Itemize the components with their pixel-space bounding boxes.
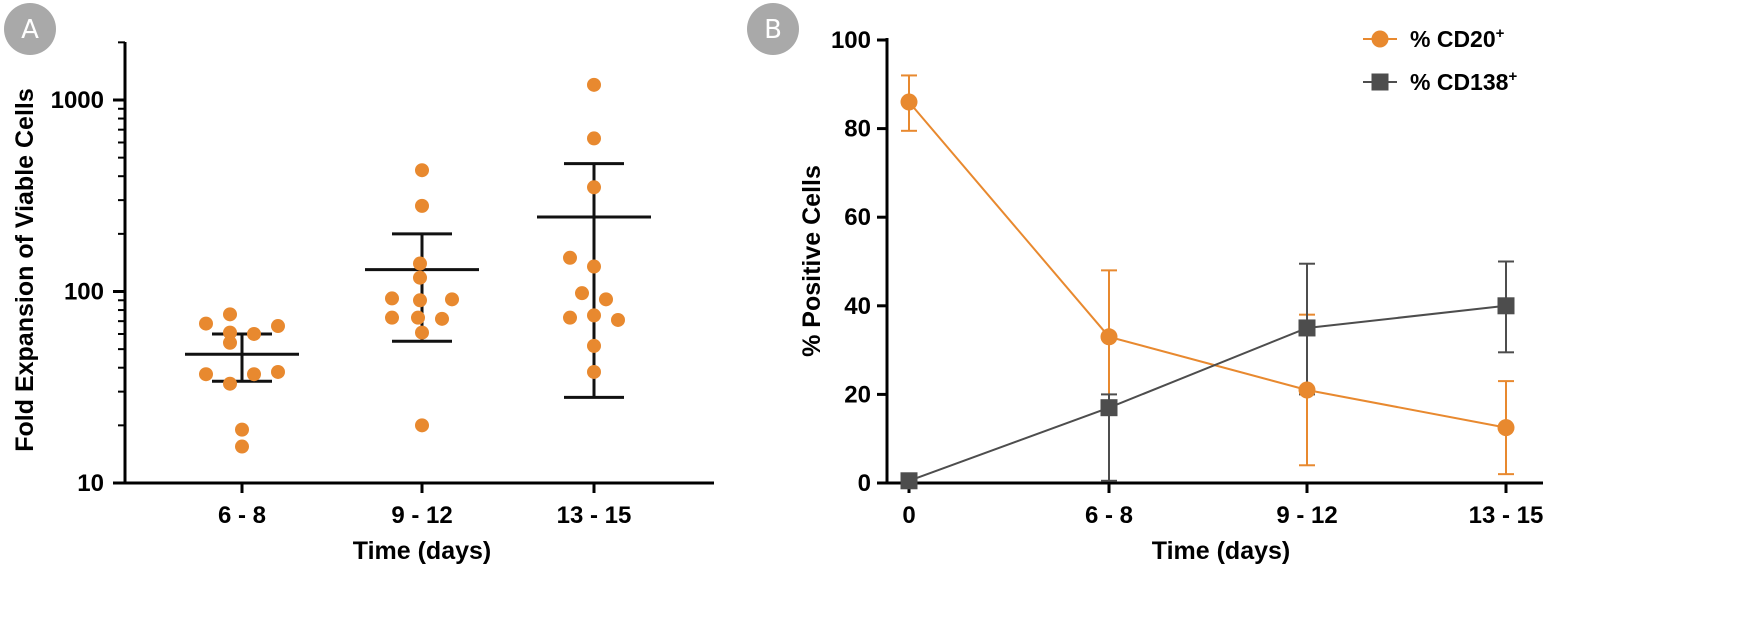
chart-a-x-tick-label: 13 - 15: [557, 502, 632, 529]
chart-a-point: [587, 338, 601, 353]
chart-a-point: [587, 131, 601, 146]
chart-b-y-tick-label: 80: [844, 116, 871, 143]
chart-a-point: [563, 310, 577, 325]
chart-a-point: [415, 198, 429, 213]
chart-a-y-tick-label: 100: [64, 279, 104, 306]
chart-b-y-tick-label: 60: [844, 204, 871, 231]
panel-a-badge: A: [4, 3, 56, 55]
chart-a-point: [385, 310, 399, 325]
chart-a-point: [445, 292, 459, 307]
chart-b-marker-square: [1497, 297, 1515, 315]
panel-b-badge: B: [747, 3, 799, 55]
chart-a-y-ticks: 10 100 1000: [51, 41, 125, 497]
chart-a-point: [199, 316, 213, 331]
chart-a-point: [235, 422, 249, 437]
panel-b-label: B: [764, 15, 782, 45]
chart-a-point: [223, 325, 237, 340]
chart-a-point: [587, 259, 601, 274]
chart-a-x-tick-label: 9 - 12: [391, 502, 452, 529]
chart-b-markers: [900, 93, 1515, 490]
chart-a-point: [271, 364, 285, 379]
chart-a-point: [223, 376, 237, 391]
chart-a-point: [235, 439, 249, 454]
chart-a-point: [435, 311, 449, 326]
chart-a-point: [413, 293, 427, 308]
chart-b-legend-label: % CD20+: [1410, 25, 1505, 52]
chart-a-x-ticks: 6 - 8 9 - 12 13 - 15: [218, 483, 631, 529]
chart-a-point: [611, 312, 625, 327]
chart-b-series: [900, 74, 1515, 490]
chart-a-point: [413, 270, 427, 285]
chart-b-legend: % CD20+ % CD138+: [1363, 25, 1517, 95]
chart-b-marker-square: [900, 472, 918, 490]
chart-a-point: [587, 77, 601, 92]
chart-b-x-title: Time (days): [1152, 537, 1290, 565]
chart-b-y-tick-label: 20: [844, 381, 871, 408]
chart-a-point: [411, 310, 425, 325]
chart-a-point: [587, 308, 601, 323]
chart-b-series-line: [908, 304, 1507, 482]
chart-b-x-tick-label: 6 - 8: [1085, 502, 1133, 529]
chart-b-marker-circle: [1497, 419, 1515, 437]
chart-b-legend-superscript: +: [1496, 25, 1505, 42]
chart-b-error-bars: [901, 74, 1514, 482]
chart-b-legend-superscript: +: [1508, 68, 1517, 85]
chart-b-legend-square-marker: [1371, 73, 1389, 91]
chart-b-x-ticks: 0 6 - 8 9 - 12 13 - 15: [902, 483, 1543, 529]
chart-b-marker-square: [1298, 319, 1316, 337]
chart-a-y-tick-label: 1000: [51, 87, 104, 114]
chart-a-point: [587, 180, 601, 195]
chart-a-point: [563, 250, 577, 265]
chart-b-legend-label: % CD138+: [1410, 68, 1517, 95]
chart-b-y-tick-label: 100: [831, 27, 871, 54]
chart-b-y-title: % Positive Cells: [798, 165, 826, 357]
chart-a-y-title: Fold Expansion of Viable Cells: [11, 88, 39, 452]
chart-a-point: [415, 418, 429, 433]
chart-b-marker-circle: [1298, 381, 1316, 399]
chart-a-point: [587, 364, 601, 379]
chart-a-points: [199, 77, 625, 454]
chart-a-point: [599, 292, 613, 307]
chart-b-legend-circle-marker: [1371, 30, 1389, 48]
chart-a-point: [199, 367, 213, 382]
chart-b-y-tick-label: 0: [858, 470, 871, 497]
chart-b-y-ticks: 0 20 40 60 80 100: [831, 27, 887, 497]
chart-a-x-title: Time (days): [353, 537, 491, 565]
chart-a-point: [223, 335, 237, 350]
chart-a-point: [385, 291, 399, 306]
chart-a-point: [415, 325, 429, 340]
chart-a-x-tick-label: 6 - 8: [218, 502, 266, 529]
chart-a-point: [575, 286, 589, 301]
chart-b-marker-circle: [1100, 328, 1118, 346]
chart-a-point: [223, 307, 237, 322]
chart-a-y-tick-label: 10: [77, 470, 104, 497]
chart-a-fold-expansion: 10 100 1000 6 - 8 9 - 12 13 - 15 Time (days)…: [11, 41, 714, 565]
chart-b-lines: [908, 101, 1507, 482]
chart-b-x-tick-label: 9 - 12: [1276, 502, 1337, 529]
panel-a-label: A: [21, 15, 39, 45]
chart-a-point: [247, 367, 261, 382]
chart-a-point: [413, 256, 427, 271]
chart-b-x-tick-label: 13 - 15: [1469, 502, 1544, 529]
chart-b-series-line: [908, 101, 1507, 429]
chart-a-point: [415, 163, 429, 178]
chart-b-y-tick-label: 40: [844, 293, 871, 320]
chart-a-point: [271, 319, 285, 334]
chart-b-positive-cells: 0 20 40 60 80 100 0 6 - 8 9 - 12 13 - 15 Time (d…: [798, 25, 1543, 565]
chart-a-point: [247, 326, 261, 341]
chart-b-marker-square: [1100, 399, 1118, 417]
chart-b-x-tick-label: 0: [902, 502, 915, 529]
chart-b-marker-circle: [900, 93, 918, 111]
